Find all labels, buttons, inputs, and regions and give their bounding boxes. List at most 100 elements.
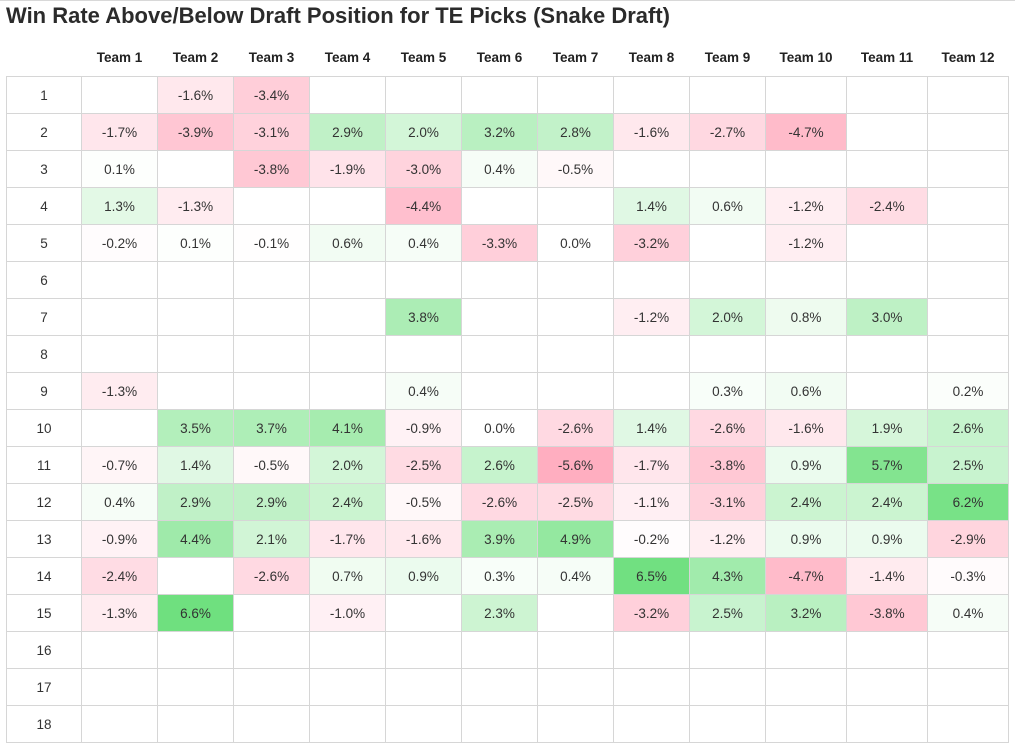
heatmap-cell [385,594,462,632]
heatmap-cell: -1.3% [157,187,234,225]
heatmap-cell: 4.3% [689,557,766,595]
heatmap-cell [846,335,928,373]
heatmap-cell: 2.9% [233,483,310,521]
heatmap-cell [613,150,690,188]
heatmap-cell [689,76,766,114]
heatmap-row: 4 1.3% -1.3% -4.4% 1.4% 0.6% -1.2% -2.4% [6,187,1009,225]
heatmap-cell [765,261,847,299]
heatmap-cell: -3.1% [689,483,766,521]
heatmap-row: 5 -0.2% 0.1% -0.1% 0.6% 0.4% -3.3% 0.0% -3.2% -1.… [6,224,1009,262]
heatmap-cell: 0.4% [385,372,462,410]
heatmap-cell: 3.5% [157,409,234,447]
row-label-pick-6: 6 [6,261,82,299]
heatmap-cell: 2.0% [309,446,386,484]
heatmap-cell [461,372,538,410]
heatmap-cell [537,76,614,114]
heatmap-cell [927,224,1009,262]
heatmap-cell: -2.6% [537,409,614,447]
heatmap-cell [846,224,928,262]
heatmap-cell: 4.1% [309,409,386,447]
heatmap-cell: -3.4% [233,76,310,114]
heatmap-cell: 0.4% [81,483,158,521]
heatmap-cell: 3.2% [461,113,538,151]
heatmap-cell: -2.6% [233,557,310,595]
heatmap-cell [309,76,386,114]
heatmap-row: 15 -1.3% 6.6% -1.0% 2.3% -3.2% 2.5% 3.2% -3.8% 0.… [6,594,1009,632]
heatmap-cell [81,705,158,743]
column-header-team-8: Team 8 [628,49,675,65]
heatmap-cell: -1.2% [613,298,690,336]
heatmap-cell [537,187,614,225]
heatmap-cell [233,261,310,299]
heatmap-row: 6 [6,261,1009,299]
heatmap-cell: 0.8% [765,298,847,336]
heatmap-cell: -2.4% [846,187,928,225]
heatmap-cell: -3.8% [233,150,310,188]
heatmap-cell [233,705,310,743]
heatmap-cell [613,76,690,114]
heatmap-row: 16 [6,631,1009,669]
heatmap-cell: 0.7% [309,557,386,595]
heatmap-cell: -3.1% [233,113,310,151]
heatmap-cell [927,187,1009,225]
heatmap-cell [537,631,614,669]
heatmap-cell [537,705,614,743]
column-header-team-5: Team 5 [400,49,447,65]
row-label-pick-12: 12 [6,483,82,521]
heatmap-cell [233,372,310,410]
heatmap-cell: 0.1% [157,224,234,262]
heatmap-cell: 6.6% [157,594,234,632]
heatmap-cell [385,668,462,706]
heatmap-cell [461,298,538,336]
heatmap-cell [81,409,158,447]
heatmap-row: 18 [6,705,1009,743]
heatmap-cell: -2.5% [537,483,614,521]
row-label-pick-7: 7 [6,298,82,336]
heatmap-cell [309,631,386,669]
column-header-team-9: Team 9 [704,49,751,65]
heatmap-cell: -3.2% [613,224,690,262]
heatmap-cell [846,113,928,151]
heatmap-cell [233,631,310,669]
heatmap-cell [157,335,234,373]
heatmap-cell [927,668,1009,706]
heatmap-cell [765,631,847,669]
column-header-team-1: Team 1 [96,49,143,65]
heatmap-cell [385,335,462,373]
heatmap-cell [233,594,310,632]
heatmap-cell: 0.9% [765,520,847,558]
heatmap-cell: -1.0% [309,594,386,632]
heatmap-cell: -1.3% [81,372,158,410]
heatmap-cell: -1.9% [309,150,386,188]
heatmap-cell [613,668,690,706]
heatmap-cell: -0.2% [81,224,158,262]
heatmap-cell [157,631,234,669]
heatmap-cell: 2.4% [846,483,928,521]
heatmap-cell: -3.0% [385,150,462,188]
heatmap-cell [613,261,690,299]
heatmap-cell [537,594,614,632]
heatmap-cell [385,261,462,299]
heatmap-cell [157,705,234,743]
row-label-pick-4: 4 [6,187,82,225]
heatmap-row: 12 0.4% 2.9% 2.9% 2.4% -0.5% -2.6% -2.5% -1.1% -3… [6,483,1009,521]
heatmap-cell: -0.9% [81,520,158,558]
corner-header [7,38,82,77]
heatmap-cell [765,335,847,373]
heatmap-row: 7 3.8% -1.2% 2.0% 0.8% 3.0% [6,298,1009,336]
heatmap-cell [846,150,928,188]
heatmap-cell: -1.7% [309,520,386,558]
heatmap-cell [846,76,928,114]
heatmap-cell [233,187,310,225]
heatmap-cell: -0.5% [233,446,310,484]
heatmap-cell [927,76,1009,114]
heatmap-cell: 2.4% [309,483,386,521]
heatmap-cell: -2.9% [927,520,1009,558]
heatmap-cell [309,668,386,706]
heatmap-row: 3 0.1% -3.8% -1.9% -3.0% 0.4% -0.5% [6,150,1009,188]
heatmap-cell [613,705,690,743]
heatmap-cell: 3.0% [846,298,928,336]
top-rule [0,0,1015,1]
row-label-pick-11: 11 [6,446,82,484]
heatmap-cell [233,298,310,336]
